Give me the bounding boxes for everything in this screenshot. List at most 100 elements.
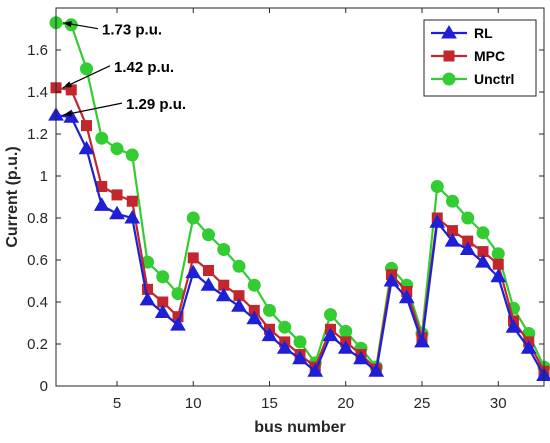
y-tick-label: 0.2 bbox=[27, 336, 48, 353]
data-point-unctrl bbox=[476, 226, 490, 240]
data-point-rl bbox=[490, 268, 507, 283]
legend-entry-rl: RL bbox=[431, 25, 493, 41]
data-point-mpc bbox=[126, 195, 138, 207]
annotation-label: 1.73 p.u. bbox=[102, 22, 162, 39]
y-tick-label: 0 bbox=[40, 378, 48, 395]
annotation-arrowhead bbox=[63, 21, 72, 28]
data-point-rl bbox=[520, 340, 537, 354]
data-point-mpc bbox=[492, 258, 504, 270]
annotation: 1.42 p.u. bbox=[62, 59, 174, 89]
x-tick-label: 20 bbox=[337, 395, 354, 412]
data-point-mpc bbox=[65, 84, 77, 96]
data-point-rl bbox=[307, 363, 324, 377]
data-point-rl bbox=[276, 340, 293, 354]
y-axis-label: Current (p.u.) bbox=[4, 146, 21, 247]
data-point-unctrl bbox=[491, 247, 505, 261]
x-tick-label: 30 bbox=[490, 395, 507, 412]
legend-entries: RL MPC Unctrl bbox=[431, 25, 514, 87]
legend-marker bbox=[443, 50, 455, 62]
data-point-unctrl bbox=[95, 131, 109, 145]
data-point-mpc bbox=[203, 265, 214, 276]
data-point-mpc bbox=[111, 189, 123, 201]
data-point-rl bbox=[246, 310, 263, 325]
data-point-rl bbox=[261, 327, 278, 342]
y-tick-label: 0.4 bbox=[27, 294, 48, 311]
legend-entry-mpc: MPC bbox=[431, 48, 505, 64]
data-point-rl bbox=[429, 214, 446, 228]
data-point-rl bbox=[93, 197, 110, 211]
data-point-rl bbox=[459, 241, 476, 255]
data-point-rl bbox=[414, 333, 430, 348]
annotation: 1.29 p.u. bbox=[62, 96, 186, 117]
y-tick-label: 1 bbox=[40, 168, 48, 185]
legend-marker bbox=[442, 72, 456, 86]
legend-label: Unctrl bbox=[474, 71, 514, 87]
legend-label: RL bbox=[474, 25, 493, 41]
data-point-rl bbox=[353, 350, 369, 365]
data-point-unctrl bbox=[430, 180, 444, 193]
y-tick-label: 0.8 bbox=[27, 210, 48, 227]
y-tick-label: 1.2 bbox=[27, 126, 48, 143]
plot-frame bbox=[55, 7, 545, 387]
x-axis-label: bus number bbox=[254, 419, 346, 436]
data-point-rl bbox=[292, 350, 308, 365]
annotation-arrowhead bbox=[63, 110, 72, 117]
data-point-rl bbox=[200, 277, 217, 291]
data-point-unctrl bbox=[247, 278, 261, 292]
legend-label: MPC bbox=[474, 48, 505, 64]
data-point-unctrl bbox=[110, 142, 124, 156]
data-point-unctrl bbox=[217, 243, 231, 256]
legend: RL MPC Unctrl bbox=[423, 19, 537, 97]
legend-marker bbox=[441, 25, 457, 39]
data-point-unctrl bbox=[202, 228, 215, 242]
data-point-rl bbox=[322, 327, 339, 342]
data-point-rl bbox=[109, 205, 125, 220]
data-point-rl bbox=[185, 264, 202, 279]
x-tick-label: 5 bbox=[113, 395, 121, 412]
annotation-arrowhead bbox=[63, 81, 72, 88]
data-point-unctrl bbox=[263, 303, 276, 317]
data-point-rl bbox=[231, 298, 247, 312]
data-point-rl bbox=[398, 289, 415, 304]
y-tick-label: 1.4 bbox=[27, 84, 48, 101]
data-point-rl bbox=[444, 233, 461, 247]
x-tick-label: 15 bbox=[261, 395, 278, 412]
data-point-unctrl bbox=[80, 62, 93, 76]
data-point-rl bbox=[337, 340, 354, 354]
data-point-rl bbox=[154, 304, 171, 318]
y-tick-label: 0.6 bbox=[27, 252, 48, 269]
data-point-unctrl bbox=[278, 320, 292, 334]
data-point-rl bbox=[475, 254, 491, 268]
annotation-arrow bbox=[62, 65, 111, 89]
data-point-unctrl bbox=[232, 259, 246, 273]
x-axis: 5 10 15 20 25 30 bbox=[113, 8, 507, 412]
annotation: 1.73 p.u. bbox=[62, 21, 162, 39]
data-point-unctrl bbox=[446, 194, 459, 208]
data-point-mpc bbox=[81, 120, 92, 132]
data-point-rl bbox=[124, 210, 141, 224]
data-point-rl bbox=[505, 319, 522, 333]
series-rl bbox=[48, 107, 550, 381]
data-point-rl bbox=[78, 140, 95, 155]
data-point-rl bbox=[215, 287, 232, 302]
annotation-label: 1.42 p.u. bbox=[114, 59, 174, 76]
annotation-arrow bbox=[62, 102, 123, 116]
data-point-unctrl bbox=[156, 270, 170, 284]
data-point-unctrl bbox=[186, 211, 200, 225]
series-layer bbox=[48, 16, 550, 381]
annotation-layer: 1.73 p.u. 1.42 p.u. 1.29 p.u. bbox=[62, 21, 186, 117]
data-point-unctrl bbox=[339, 324, 353, 338]
x-tick-label: 10 bbox=[185, 395, 202, 412]
data-point-rl bbox=[368, 363, 385, 377]
data-point-mpc bbox=[187, 252, 199, 264]
x-tick-label: 25 bbox=[414, 395, 431, 412]
data-point-rl bbox=[383, 273, 400, 287]
data-point-rl bbox=[170, 317, 186, 331]
legend-entry-unctrl: Unctrl bbox=[431, 71, 514, 87]
data-point-unctrl bbox=[324, 308, 337, 322]
y-axis: 0 0.2 0.4 0.6 0.8 1 1.2 1.4 1.6 bbox=[27, 42, 544, 395]
data-point-unctrl bbox=[293, 335, 307, 349]
y-tick-label: 1.6 bbox=[27, 42, 48, 59]
data-point-rl bbox=[139, 291, 156, 306]
